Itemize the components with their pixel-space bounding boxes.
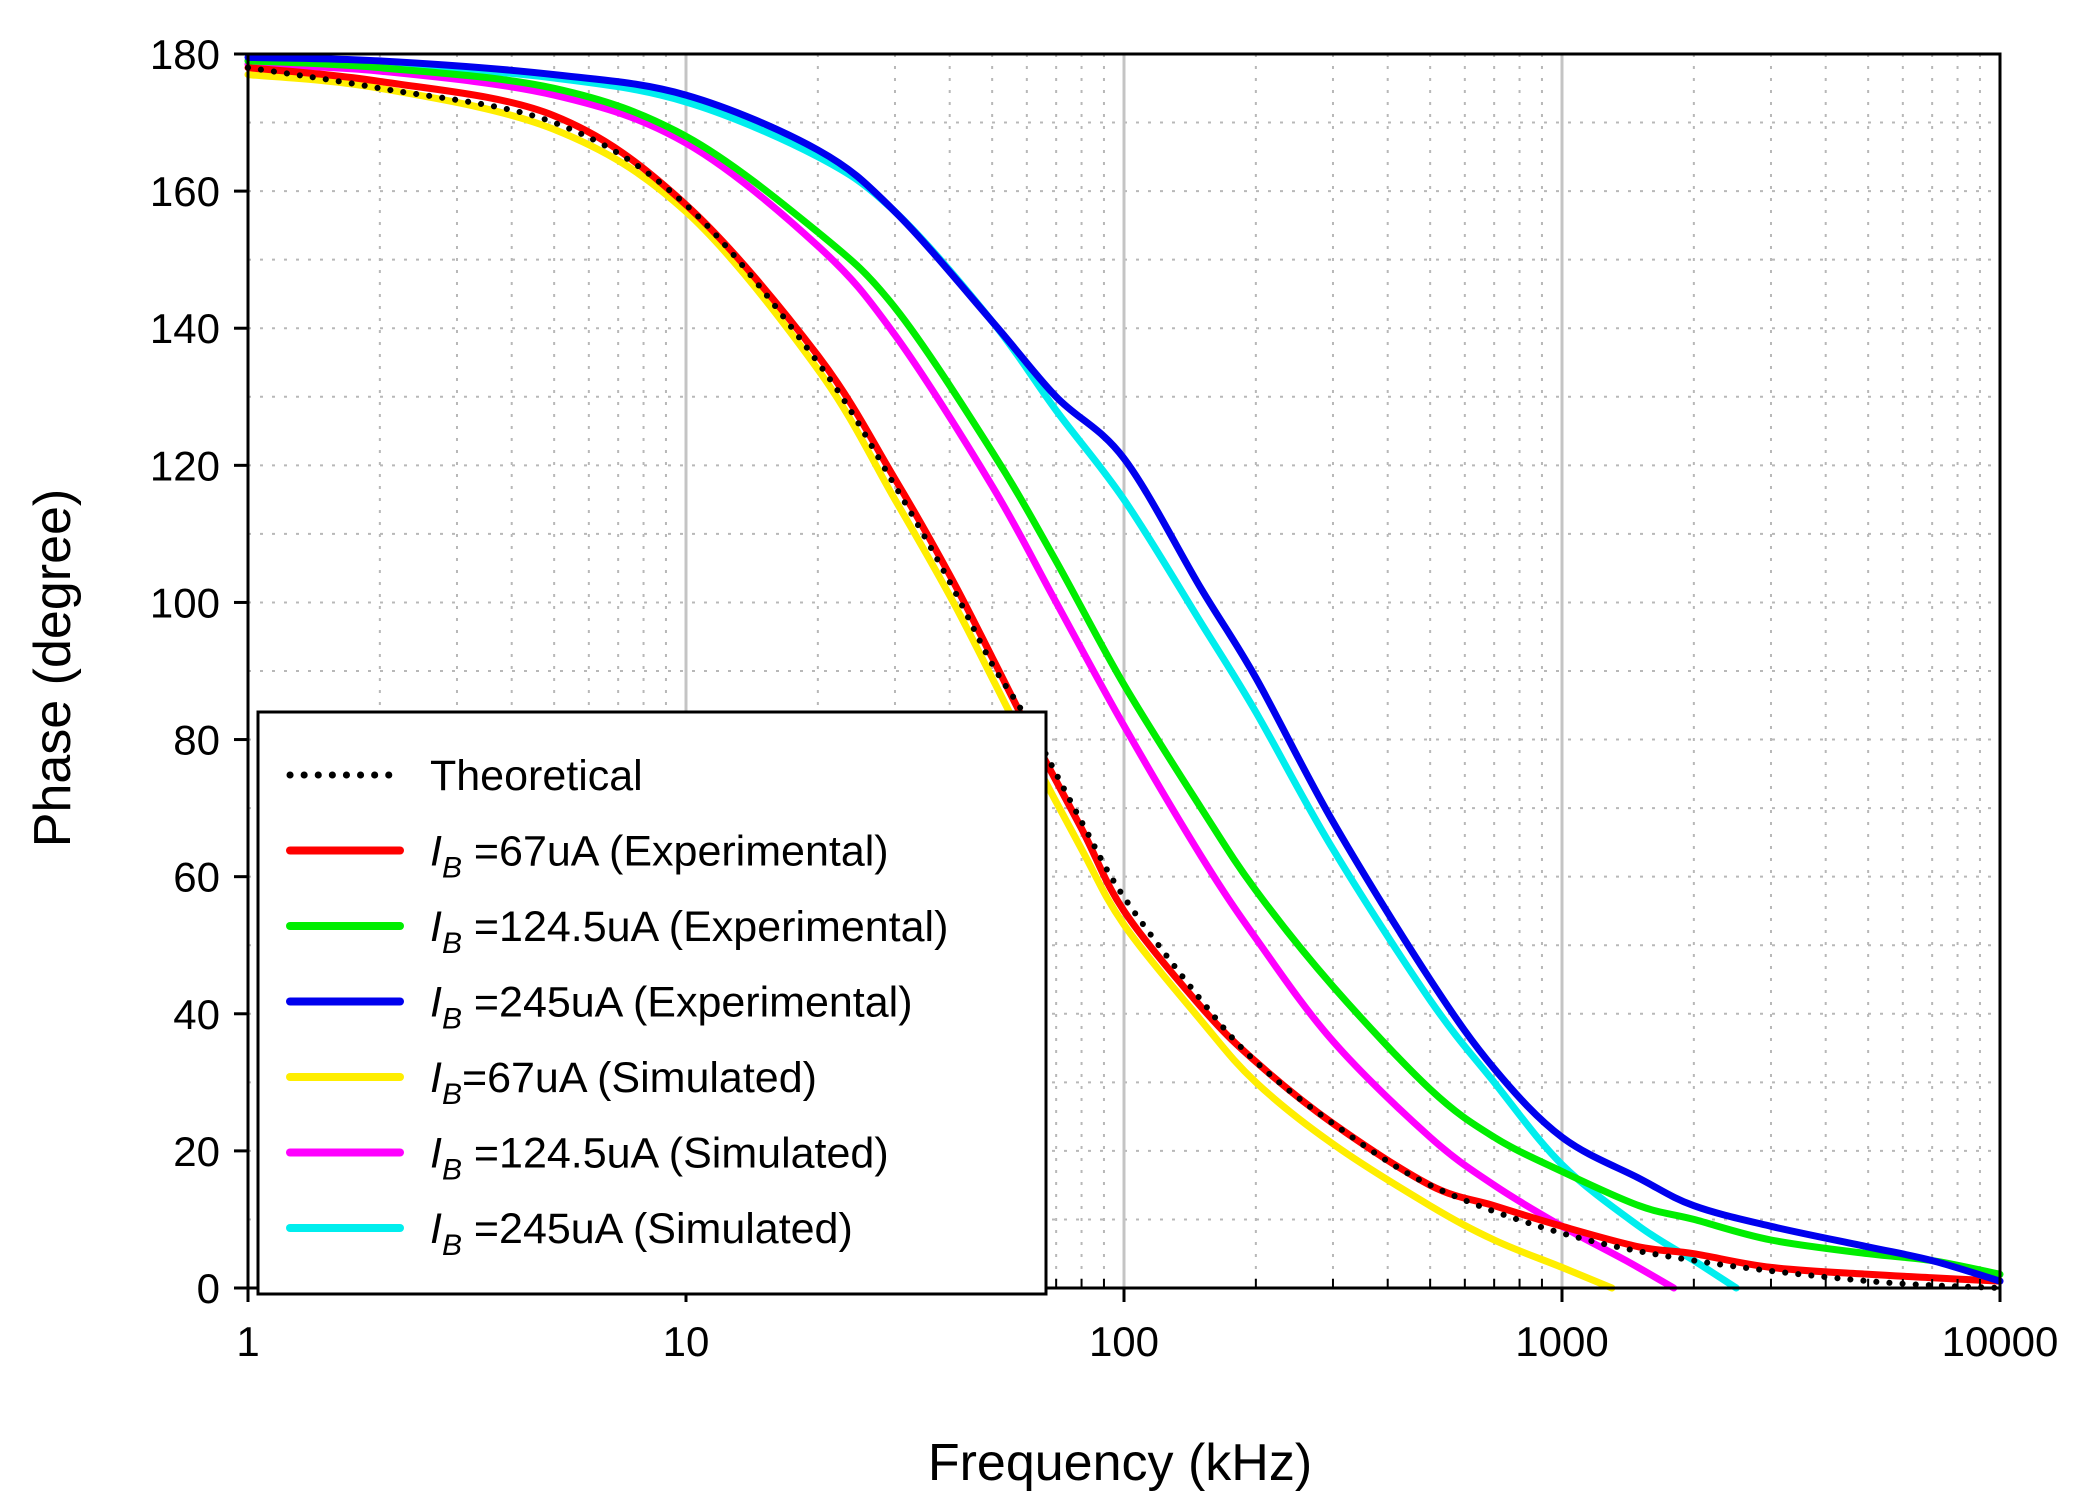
series-line-6 <box>244 57 1740 1292</box>
y-tick-label: 60 <box>173 854 220 901</box>
y-tick-label: 80 <box>173 717 220 764</box>
legend-label: IB =245uA (Simulated) <box>430 1205 853 1262</box>
x-tick-label: 1000 <box>1515 1318 1608 1365</box>
series-line-0 <box>245 64 2003 1291</box>
x-tick-labels: 1 10 100 1000 10000 <box>236 1318 2058 1365</box>
series-line-5 <box>244 60 1678 1292</box>
y-axis-title: Phase (degree) <box>24 489 82 847</box>
x-axis-title: Frequency (kHz) <box>928 1434 1312 1492</box>
y-tick-label: 20 <box>173 1128 220 1175</box>
y-tick-label: 100 <box>150 579 220 626</box>
x-tick-label: 1 <box>236 1318 259 1365</box>
x-tick-label: 10 <box>663 1318 710 1365</box>
legend-label: IB =124.5uA (Simulated) <box>430 1130 889 1187</box>
y-tick-label: 0 <box>197 1265 220 1312</box>
x-tick-label: 10000 <box>1942 1318 2059 1365</box>
y-tick-label: 180 <box>150 31 220 78</box>
x-tick-label: 100 <box>1089 1318 1159 1365</box>
legend-label: IB =124.5uA (Experimental) <box>430 903 948 960</box>
y-tick-labels: 0 20 40 60 80 100 120 140 160 180 <box>150 31 220 1312</box>
y-tick-label: 140 <box>150 305 220 352</box>
legend-label: Theoretical <box>430 752 643 800</box>
y-tick-label: 120 <box>150 442 220 489</box>
y-tick-label: 40 <box>173 991 220 1038</box>
series-line-3 <box>244 53 2004 1285</box>
series-line-1 <box>244 64 2004 1285</box>
legend-label: IB=67uA (Simulated) <box>430 1054 817 1111</box>
legend-label: IB =245uA (Experimental) <box>430 979 913 1036</box>
series-line-2 <box>244 57 2004 1278</box>
legend-label: IB =67uA (Experimental) <box>430 828 889 885</box>
y-tick-label: 160 <box>150 168 220 215</box>
legend: Theoretical IB =67uA (Experimental) IB =12… <box>256 710 1048 1296</box>
